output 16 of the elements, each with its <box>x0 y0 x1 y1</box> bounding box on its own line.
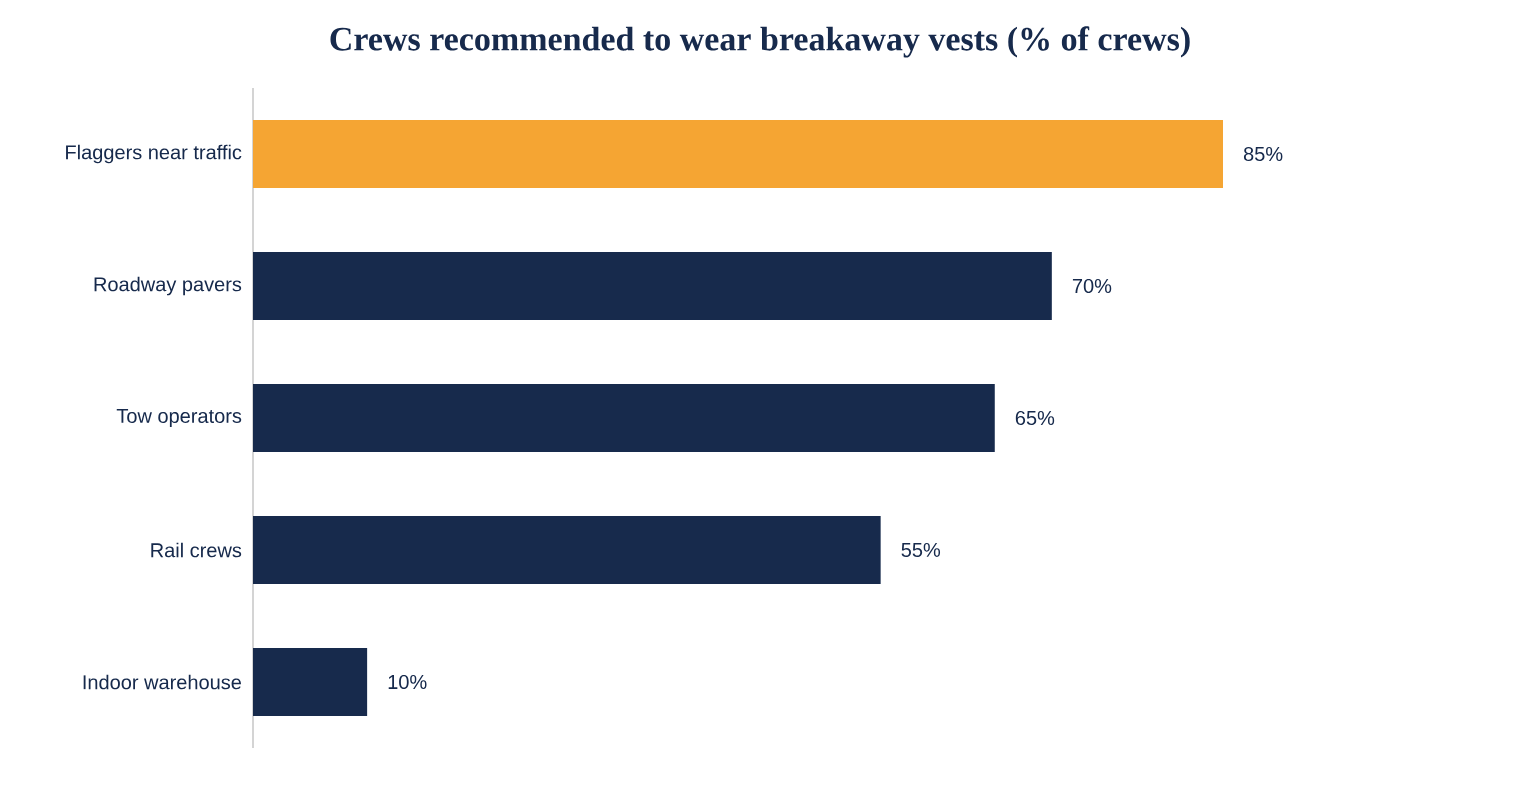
data-label: 10% <box>388 674 427 690</box>
data-label: 70% <box>1072 278 1112 294</box>
chart-title: Crews recommended to wear breakaway vests (% of crews) <box>330 26 1190 58</box>
bar <box>253 515 881 584</box>
bar <box>253 647 368 716</box>
data-label: 55% <box>901 542 941 558</box>
bar <box>253 383 995 452</box>
y-tick-label: Roadway pavers <box>94 276 242 296</box>
y-tick-label: Tow operators <box>116 409 242 427</box>
y-tick-label: Rail crews <box>151 542 242 558</box>
y-tick-label: Indoor warehouse <box>83 674 241 690</box>
bar <box>253 120 1223 188</box>
bar <box>253 252 1052 320</box>
y-tick-label: Flaggers near traffic <box>66 144 242 164</box>
data-label: 85% <box>1243 146 1283 162</box>
data-label: 65% <box>1015 410 1055 426</box>
